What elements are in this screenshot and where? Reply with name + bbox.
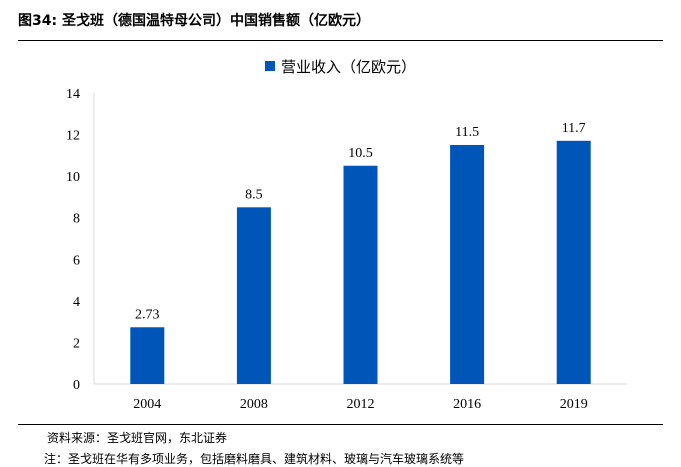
- bar: [450, 144, 485, 384]
- y-tick-label: 14: [66, 87, 80, 102]
- bar: [236, 207, 271, 384]
- source-text: 资料来源：圣戈班官网，东北证券: [47, 431, 228, 445]
- x-tick-label: 2004: [133, 397, 161, 412]
- y-tick-label: 10: [66, 170, 80, 185]
- data-label: 11.7: [562, 121, 586, 136]
- bar: [556, 140, 591, 384]
- y-tick-label: 2: [73, 336, 80, 351]
- top-rule: [18, 40, 663, 41]
- data-label: 11.5: [455, 125, 479, 140]
- legend: 营业收入（亿欧元）: [265, 57, 417, 76]
- figure-title: 图34: 圣戈班（德国温特母公司）中国销售额（亿欧元）: [18, 13, 370, 29]
- y-tick-label: 6: [73, 253, 80, 268]
- data-label: 10.5: [348, 146, 373, 161]
- y-tick-label: 4: [73, 295, 80, 310]
- y-tick-label: 8: [73, 212, 80, 227]
- bar: [130, 327, 165, 384]
- data-label: 2.73: [135, 307, 160, 322]
- y-tick-label: 12: [66, 129, 80, 144]
- legend-label: 营业收入（亿欧元）: [281, 57, 417, 76]
- legend-swatch: [265, 61, 275, 71]
- data-label: 8.5: [245, 187, 263, 202]
- x-tick-label: 2008: [240, 397, 268, 412]
- bar: [343, 165, 378, 384]
- bar-chart: 0 2 4 6 8 10 12 14 2.73 2004 8.5 2008 10.5 2012 11.5 20…: [66, 87, 627, 412]
- note-text: 注：圣戈班在华有多项业务，包括磨料磨具、建筑材料、玻璃与汽车玻璃系统等: [44, 452, 465, 466]
- x-tick-label: 2019: [560, 397, 588, 412]
- x-tick-label: 2012: [347, 397, 375, 412]
- x-tick-label: 2016: [453, 397, 481, 412]
- bottom-rule: [18, 424, 663, 425]
- y-tick-label: 0: [73, 378, 80, 393]
